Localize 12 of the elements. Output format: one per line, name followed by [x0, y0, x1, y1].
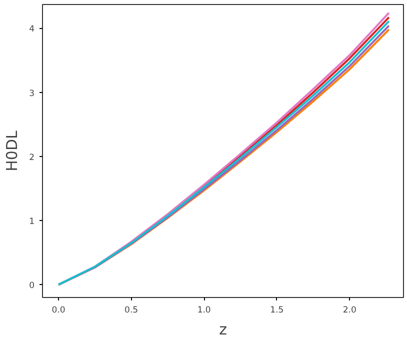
- x-tick-label: 2.0: [342, 306, 356, 316]
- x-tick-label: 0.5: [124, 306, 138, 316]
- x-axis-title: z: [219, 320, 228, 338]
- y-axis-title: H0DL: [3, 130, 22, 172]
- x-tick-label: 1.5: [270, 306, 284, 316]
- y-tick-label: 2: [29, 152, 35, 163]
- y-tick-label: 0: [29, 281, 35, 292]
- y-tick-label: 3: [29, 88, 35, 99]
- x-tick-label: 1.0: [197, 306, 211, 316]
- y-tick-label: 4: [29, 24, 35, 35]
- x-tick-label: 0.0: [52, 306, 66, 316]
- y-tick-label: 1: [29, 217, 35, 228]
